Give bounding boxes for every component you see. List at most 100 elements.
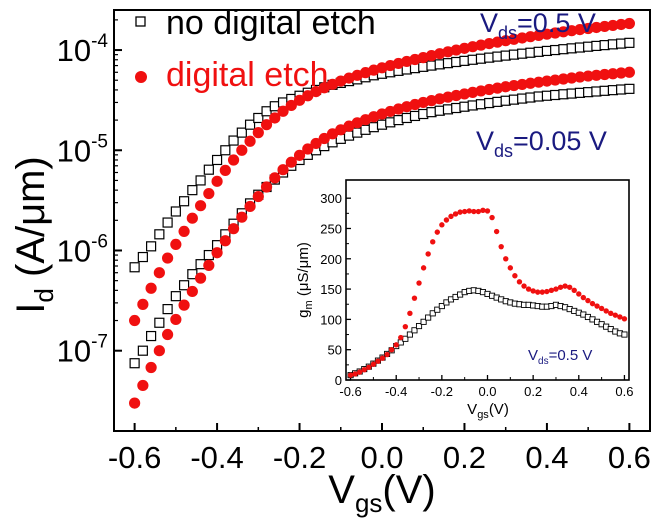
data-point [508,79,520,92]
data-point [162,304,173,315]
data-point [582,70,594,82]
inset-data-point [429,310,436,317]
main-plot: -0.6 -0.4 -0.2 0.0 0.2 0.4 0.6 10-7 10-6 10-5 10-4… [9,4,651,518]
data-point [624,83,635,94]
main-data-series [129,17,635,409]
main-x-axis-label-sub: gs [355,488,382,518]
main-x-tick-label: 0.6 [608,440,651,475]
data-point [228,135,239,146]
data-point [277,105,289,117]
data-point [170,206,181,217]
data-point [483,83,495,96]
inset-data-point [493,228,500,235]
main-y-tick-label: 10-5 [57,131,108,168]
inset-y-axis-label: gm (μS/μm) [295,242,315,318]
inset-y-axis-label-sub: m [303,300,315,309]
data-point [491,82,504,94]
data-point [203,259,215,271]
inset-x-tick-label: 0.4 [570,384,588,399]
main-y-axis-label-sub: d [29,288,59,302]
inset-data-point [512,273,518,279]
inset-data-point [393,342,399,348]
inset-y-tick-label: 200 [320,252,342,267]
main-x-tick-label: -0.4 [190,440,243,475]
data-point [269,112,281,124]
data-point [195,175,206,186]
main-x-axis-label-main: V [328,468,355,512]
inset-x-axis-label-main: V [467,401,477,418]
data-point [293,149,306,161]
inset-data-point [544,288,550,295]
inset-x-axis-label: Vgs(V) [467,401,509,421]
data-point [557,26,570,38]
annotation-vds-high-main: V [480,8,498,38]
inset-data-point [498,243,504,250]
annotation-vds-high: Vds=0.5 V [480,8,596,43]
data-point [170,238,182,250]
data-point [615,67,627,79]
inset-data-point [430,239,436,245]
data-point [153,345,165,357]
data-point [252,127,264,139]
inset-data-point [416,280,422,286]
data-point [310,137,322,150]
data-point [624,37,635,48]
data-point [129,397,141,409]
inset-annotation-vds-sub: ds [538,356,549,367]
inset-data-point [448,213,454,220]
inset-data-point [361,366,367,373]
inset-data-point [384,351,390,358]
inset-x-tick-label: -0.2 [431,384,453,399]
main-y-tick-label: 10-7 [57,332,108,369]
data-point [178,280,190,291]
data-point [623,17,635,30]
inset-data-point [420,265,427,271]
data-point [162,328,174,341]
main-axis-ticks: -0.6 -0.4 -0.2 0.0 0.2 0.4 0.6 10-7 10-6 10-5 10-4 [57,19,651,475]
inset-data-point [608,310,614,317]
inset-data-point [571,287,577,294]
inset-annotation-vds-rest: =0.5 V [549,347,593,364]
data-point [227,223,240,235]
data-point [236,144,248,156]
annotation-vds-low-rest: =0.05 V [513,126,607,156]
data-point [129,262,140,273]
data-point [318,132,330,145]
inset-data-point [352,371,358,377]
data-point [590,21,603,34]
data-point [211,175,223,187]
data-point [244,135,256,147]
inset-data-point [530,288,536,294]
inset-data-point [553,286,559,292]
data-point [153,267,165,279]
data-point [285,156,297,168]
data-point [170,313,182,326]
data-point [145,361,157,374]
inset-data-point [589,300,596,307]
data-point [615,18,627,31]
data-point [154,317,165,328]
main-y-tick-label: 10-4 [57,31,109,68]
inset-data-point [407,310,413,317]
inset-data-point [457,209,463,215]
data-point [277,164,289,176]
data-point [607,68,619,80]
inset-data-point [525,286,532,292]
data-point [623,66,635,78]
legend-marker-digital-etch [135,71,147,83]
data-point [244,119,256,130]
inset-data-point [388,346,395,353]
inset-data-point [402,323,409,330]
data-point [599,20,611,33]
main-y-axis-label: Id (A/μm) [9,156,59,314]
data-point [129,314,141,327]
inset-data-point [612,312,619,318]
data-point [170,291,181,302]
data-point [500,35,512,47]
data-point [137,298,149,310]
data-point [219,164,231,176]
main-x-tick-label: 0.4 [525,440,568,475]
data-point [566,72,578,84]
